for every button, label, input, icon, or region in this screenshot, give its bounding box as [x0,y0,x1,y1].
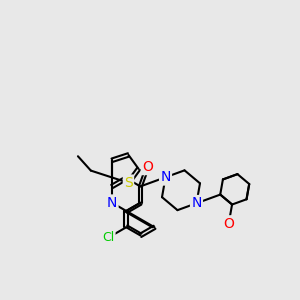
Text: N: N [191,196,202,210]
Text: N: N [107,196,117,210]
Text: S: S [124,176,133,190]
Text: O: O [142,160,153,174]
Text: Cl: Cl [102,231,114,244]
Text: N: N [160,170,171,184]
Text: O: O [223,217,234,231]
